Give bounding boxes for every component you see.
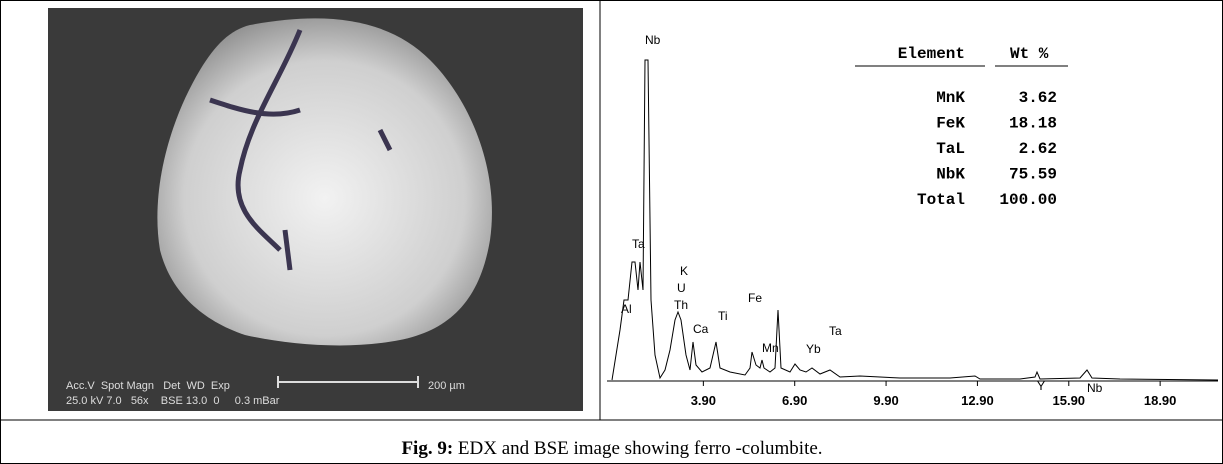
column-header: Wt % xyxy=(1010,45,1049,63)
peak-label: Yb xyxy=(806,342,821,356)
peak-label: Al xyxy=(621,302,632,316)
edx-spectrum xyxy=(607,59,1219,382)
peak-label: Ca xyxy=(693,322,709,336)
composition-table: Element Wt % xyxy=(855,45,1068,67)
caption: Fig. 9: EDX and BSE image showing ferro … xyxy=(401,438,822,459)
column-header: Element xyxy=(898,45,965,63)
element-name: Total xyxy=(917,191,965,209)
peak-label: Nb xyxy=(645,33,661,47)
x-tick-label: 18.90 xyxy=(1144,393,1177,408)
spectrum-trace xyxy=(611,59,1219,381)
x-tick-label: 3.90 xyxy=(691,393,716,408)
peak-label: Ta xyxy=(632,237,645,251)
weight-percent: 2.62 xyxy=(1019,140,1057,158)
photo-info-line: 25.0 kV 7.0 56x BSE 13.0 0 0.3 mBar xyxy=(66,395,280,407)
weight-percent: 75.59 xyxy=(1009,166,1057,184)
peak-label: U xyxy=(677,281,686,295)
element-name: MnK xyxy=(936,89,965,107)
peak-label: K xyxy=(680,264,688,278)
peak-label: Ti xyxy=(718,309,728,323)
peak-label: Th xyxy=(674,298,688,312)
x-tick-label: 9.90 xyxy=(873,393,898,408)
scale-bar-label: 200 µm xyxy=(428,380,465,392)
peak-label: Fe xyxy=(748,291,762,305)
element-name: NbK xyxy=(936,166,965,184)
weight-percent: 18.18 xyxy=(1009,115,1057,133)
peak-label: Nb xyxy=(1087,381,1103,395)
element-name: FeK xyxy=(936,115,965,133)
weight-percent: 3.62 xyxy=(1019,89,1057,107)
peak-label: Y xyxy=(1037,379,1045,393)
x-tick-label: 15.90 xyxy=(1053,393,1086,408)
x-tick-label: 6.90 xyxy=(782,393,807,408)
peak-label: Ta xyxy=(829,324,842,338)
x-tick-label: 12.90 xyxy=(961,393,994,408)
bse-photo: Acc.V Spot Magn Det WD Exp 25.0 kV 7.0 5… xyxy=(48,8,583,411)
element-name: TaL xyxy=(936,140,965,158)
photo-info-line: Acc.V Spot Magn Det WD Exp xyxy=(66,380,230,392)
peak-label: Mn xyxy=(762,341,779,355)
weight-percent: 100.00 xyxy=(999,191,1057,209)
caption-label: Fig. 9: xyxy=(401,438,453,459)
caption-text: EDX and BSE image showing ferro -columbi… xyxy=(453,438,822,459)
